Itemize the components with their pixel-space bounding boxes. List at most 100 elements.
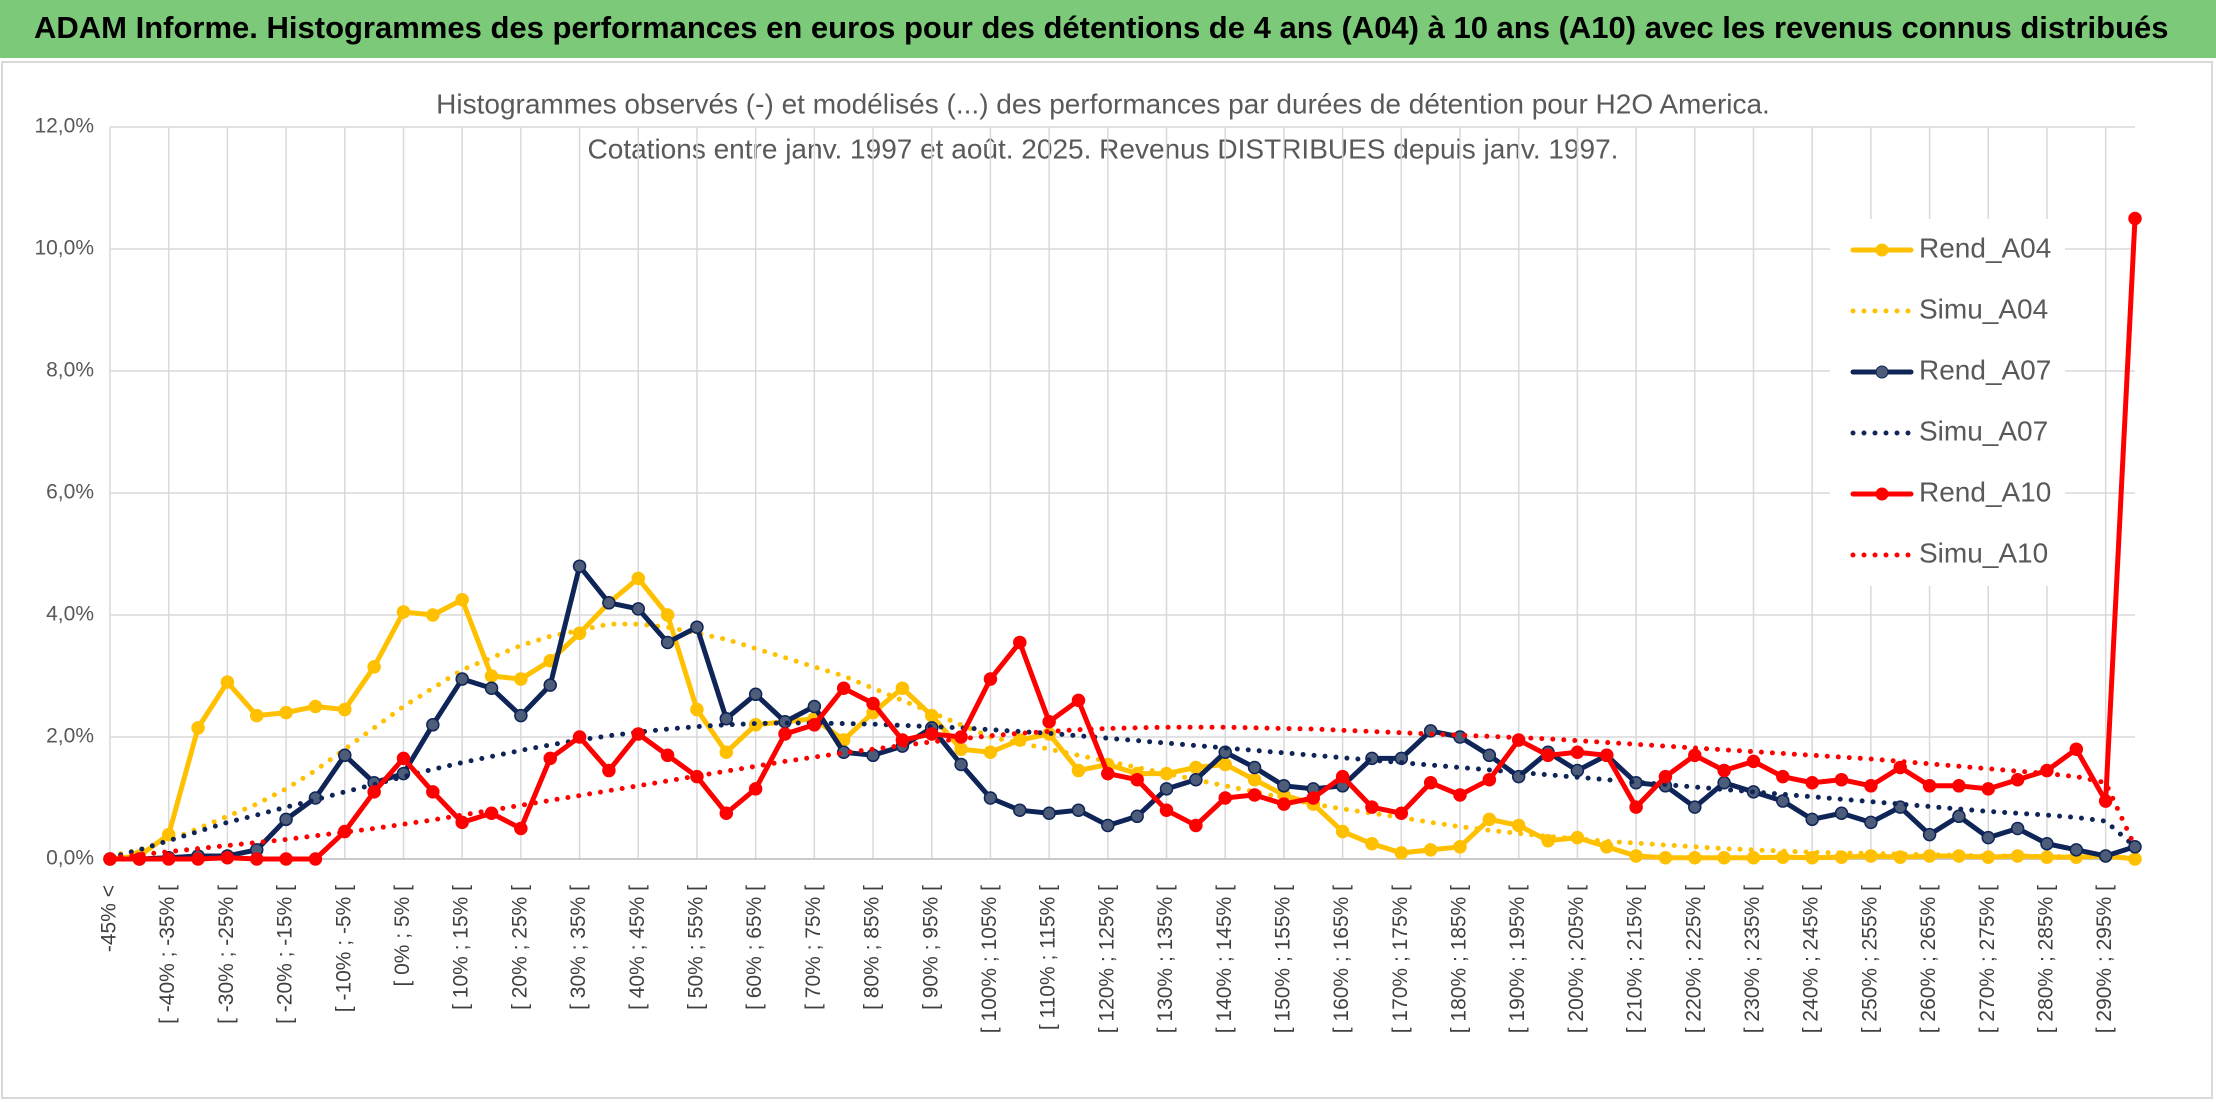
x-tick-label: [ 90% ; 95% [ — [919, 885, 942, 1010]
point — [1629, 849, 1643, 863]
point — [954, 742, 968, 756]
point — [836, 681, 851, 695]
point — [1071, 763, 1086, 778]
point — [1482, 812, 1497, 827]
x-tick-label: -45% < — [98, 885, 121, 952]
point — [572, 730, 587, 744]
point — [1159, 803, 1174, 817]
x-tick-label: [ 260% ; 265% [ — [1917, 885, 1940, 1033]
x-tick-label: [ 200% ; 205% [ — [1565, 885, 1588, 1033]
x-tick-label: [ 240% ; 245% [ — [1800, 885, 1823, 1033]
x-tick-label: [ 160% ; 165% [ — [1330, 885, 1353, 1033]
point — [807, 699, 822, 714]
x-tick-label: [ 190% ; 195% [ — [1506, 885, 1529, 1033]
point — [455, 815, 469, 830]
point — [396, 751, 411, 766]
point — [1776, 794, 1790, 808]
point — [1247, 788, 1262, 802]
point — [602, 763, 616, 778]
y-tick-label: 12,0% — [34, 115, 94, 138]
point — [220, 675, 235, 689]
x-tick-label: [ 140% ; 145% [ — [1213, 885, 1236, 1033]
legend-label: Rend_A04 — [1919, 232, 2051, 263]
point — [426, 608, 440, 622]
x-tick-label: [ 130% ; 135% [ — [1154, 885, 1177, 1033]
point — [983, 672, 998, 686]
point — [1013, 803, 1027, 817]
point — [1746, 851, 1761, 865]
point — [719, 745, 734, 759]
point — [690, 702, 704, 717]
point — [2040, 763, 2054, 778]
point — [1453, 840, 1467, 854]
point — [954, 757, 968, 772]
legend-label: Simu_A07 — [1919, 415, 2048, 446]
point — [1306, 791, 1321, 805]
point — [2128, 211, 2142, 226]
point — [1511, 818, 1526, 833]
point — [1394, 846, 1409, 860]
point — [1482, 748, 1497, 763]
point — [279, 705, 293, 720]
point — [2098, 849, 2113, 863]
x-tick-label: [ 180% ; 185% [ — [1448, 885, 1471, 1033]
point — [1101, 766, 1115, 781]
point — [1482, 772, 1497, 787]
point — [308, 852, 323, 866]
point — [895, 681, 910, 695]
point — [2010, 821, 2025, 836]
point — [2098, 794, 2113, 808]
point — [367, 660, 381, 674]
point — [719, 806, 734, 820]
x-tick-label: [ 70% ; 75% [ — [802, 885, 825, 1010]
point — [1688, 851, 1702, 865]
point — [719, 711, 734, 726]
point — [602, 596, 616, 610]
page-title: ADAM Informe. Histogrammes des performan… — [34, 10, 2169, 45]
point — [807, 718, 822, 732]
point — [1864, 779, 1878, 793]
x-tick-label: [ 80% ; 85% [ — [861, 885, 884, 1010]
y-tick-label: 4,0% — [46, 603, 94, 626]
point — [543, 751, 557, 766]
x-tick-label: [ 50% ; 55% [ — [685, 885, 708, 1010]
x-tick-label: [ 270% ; 275% [ — [1976, 885, 1999, 1033]
point — [1834, 806, 1849, 820]
point — [2128, 852, 2142, 866]
point — [690, 620, 704, 634]
point — [1042, 715, 1056, 729]
x-tick-label: [ 290% ; 295% [ — [2093, 885, 2116, 1033]
x-tick-label: [ 120% ; 125% [ — [1095, 885, 1118, 1033]
point — [1394, 806, 1409, 820]
point — [748, 782, 763, 796]
legend-label: Simu_A04 — [1919, 293, 2048, 324]
point — [1922, 779, 1937, 793]
x-tick-label: [ -10% ; -5% [ — [332, 885, 355, 1012]
point — [514, 708, 528, 723]
point — [1071, 803, 1086, 817]
point — [1130, 772, 1144, 787]
point — [455, 593, 469, 607]
point — [1864, 815, 1878, 830]
point — [279, 852, 293, 866]
point — [1247, 760, 1262, 775]
point — [983, 791, 998, 805]
point — [279, 812, 293, 827]
point — [631, 727, 646, 741]
point — [191, 852, 205, 866]
x-tick-label: [ 110% ; 115% [ — [1037, 885, 1060, 1030]
point — [660, 748, 675, 763]
point — [983, 745, 998, 759]
x-tick-label: [ 20% ; 25% [ — [508, 885, 531, 1010]
point — [1570, 763, 1585, 778]
x-tick-label: [ 10% ; 15% [ — [450, 885, 473, 1010]
point — [1335, 824, 1350, 839]
point — [1130, 809, 1144, 824]
x-tick-label: [ 100% ; 105% [ — [978, 885, 1001, 1033]
point — [1189, 760, 1203, 775]
point — [954, 730, 968, 744]
point — [1922, 827, 1937, 842]
point — [1541, 833, 1555, 848]
